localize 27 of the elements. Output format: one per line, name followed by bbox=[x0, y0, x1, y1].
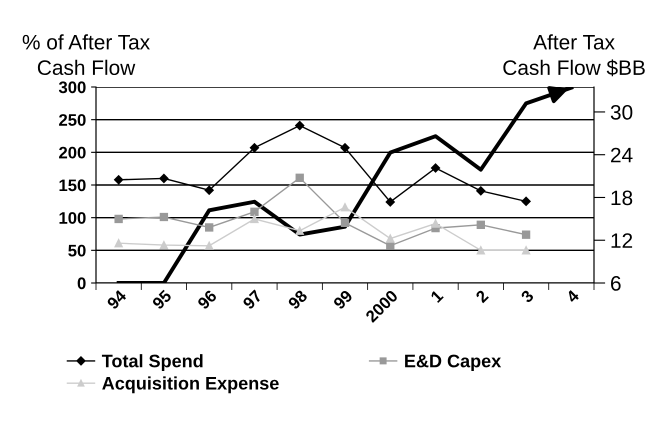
x-tick-label: 98 bbox=[287, 289, 308, 310]
legend-label: E&D Capex bbox=[405, 354, 502, 371]
x-tick-label: 3 bbox=[520, 289, 534, 304]
y2-tick-label: 6 bbox=[611, 276, 621, 291]
legend-label: Total Spend bbox=[102, 354, 203, 371]
y-tick-label: 100 bbox=[60, 212, 86, 224]
x-tick-label: 96 bbox=[196, 289, 218, 310]
x-tick-label: 1 bbox=[430, 289, 444, 303]
x-tick-label: 95 bbox=[152, 289, 172, 310]
y-tick-label: 50 bbox=[68, 244, 86, 257]
x-tick-label: 4 bbox=[565, 289, 580, 304]
y2-tick-label: 18 bbox=[612, 190, 632, 206]
y-axis-title: % of After Tax Cash Flow bbox=[22, 34, 150, 76]
y2-axis-title: After Tax Cash Flow $BB bbox=[503, 34, 645, 76]
y2-tick-label: 30 bbox=[610, 104, 632, 120]
y2-tick-label: 24 bbox=[611, 148, 633, 162]
legend-label: Acquisition Expense bbox=[102, 376, 279, 394]
y-tick-label: 250 bbox=[59, 114, 86, 126]
x-tick-label: 94 bbox=[106, 288, 128, 310]
x-tick-label: 2 bbox=[474, 289, 489, 304]
x-tick-label: 99 bbox=[332, 289, 354, 310]
y-tick-label: 300 bbox=[58, 81, 86, 94]
y2-tick-label: 12 bbox=[612, 233, 632, 248]
y-tick-label: 150 bbox=[60, 179, 86, 192]
x-tick-label: 97 bbox=[242, 289, 263, 310]
y-tick-label: 0 bbox=[78, 277, 86, 290]
y-tick-label: 200 bbox=[59, 146, 86, 159]
